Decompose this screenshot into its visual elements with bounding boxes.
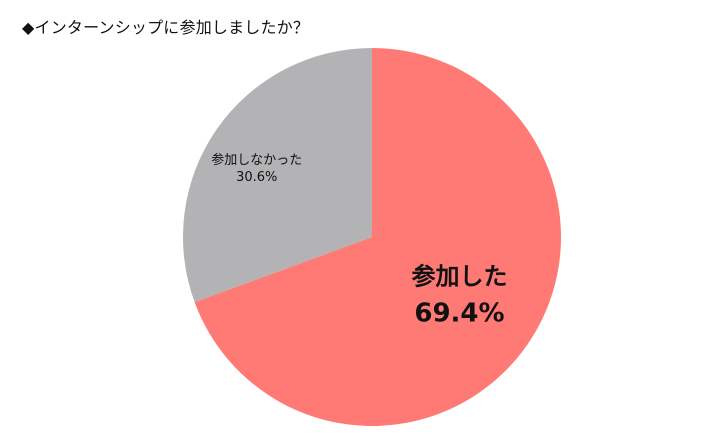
pie-slice-1 (194, 48, 562, 426)
slice-value-2: 30.6% (236, 170, 277, 185)
slice-label-2: 参加しなかった (211, 152, 302, 168)
pie-slice-2 (183, 48, 372, 303)
chart-title: ◆インターンシップに参加しましたか？ (22, 18, 310, 37)
slice-label-1: 参加した (411, 263, 507, 291)
slice-value-1: 69.4% (414, 299, 504, 329)
